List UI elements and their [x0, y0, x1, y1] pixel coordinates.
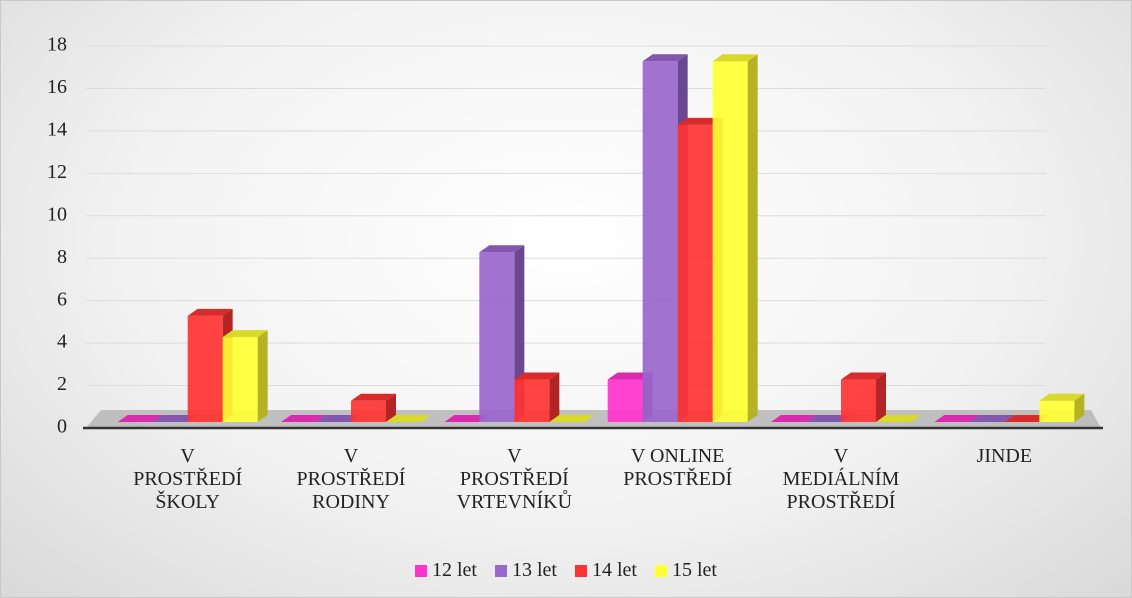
bar-side: [386, 393, 396, 422]
bar-top: [351, 393, 396, 401]
y-tick-label: 16: [47, 76, 67, 98]
y-tick-label: 14: [47, 118, 67, 140]
y-tick-label: 2: [57, 373, 67, 395]
bar-front: [841, 379, 876, 422]
y-tick-label: 10: [47, 203, 67, 225]
bar-top: [841, 372, 886, 380]
bar-front: [642, 61, 678, 422]
legend-label: 15 let: [672, 559, 717, 581]
bar-top: [607, 372, 653, 380]
bar-front: [187, 315, 223, 422]
bar-side: [257, 330, 268, 422]
bar-front: [1039, 400, 1075, 422]
bar-top: [316, 415, 361, 422]
legend-swatch: [415, 564, 427, 577]
bar-top: [677, 117, 723, 125]
bar-top: [281, 415, 326, 422]
legend-item: 14 let: [575, 559, 637, 582]
bar-top: [934, 415, 980, 422]
bar: [444, 415, 490, 422]
bar: [152, 415, 198, 422]
bar-top: [386, 415, 431, 422]
bar-top: [444, 415, 490, 422]
legend-swatch: [655, 564, 667, 577]
bar-top: [187, 308, 233, 316]
bar: [969, 415, 1015, 422]
bar-front: [607, 379, 643, 422]
bar: [841, 372, 886, 422]
bar: [1004, 415, 1050, 422]
legend-item: 15 let: [655, 559, 717, 582]
bar-top: [712, 54, 758, 62]
bar: [934, 415, 980, 422]
bar-top: [876, 415, 921, 422]
legend-item: 12 let: [415, 559, 477, 582]
bar-side: [549, 372, 560, 422]
bar: [712, 54, 758, 422]
bar: [549, 415, 595, 422]
bar: [1039, 393, 1085, 422]
bar-front: [351, 400, 386, 422]
y-tick-label: 12: [47, 161, 67, 183]
bar-top: [479, 245, 525, 253]
x-tick-label: V PROSTŘEDÍ VRTEVNÍKŮ: [456, 445, 573, 513]
bar-top: [549, 415, 595, 422]
bar: [771, 415, 816, 422]
bar: [876, 415, 921, 422]
bar-top: [117, 415, 163, 422]
bar-side: [747, 54, 758, 422]
y-tick-label: 8: [57, 246, 67, 268]
legend-item: 13 let: [495, 559, 557, 582]
bar: [386, 415, 431, 422]
y-tick-label: 6: [57, 288, 67, 310]
legend-label: 13 let: [512, 559, 557, 581]
x-tick-label: V PROSTŘEDÍ ŠKOLY: [133, 445, 243, 513]
x-tick-label: JINDE: [976, 445, 1033, 467]
bar: [351, 393, 396, 422]
x-tick-label: V ONLINE PROSTŘEDÍ: [623, 445, 733, 490]
bar-side: [876, 372, 886, 422]
bar-front: [479, 252, 515, 422]
x-tick-label: V MEDIÁLNÍM PROSTŘEDÍ: [782, 445, 900, 513]
bar: [514, 372, 560, 422]
bar: [117, 415, 163, 422]
legend-swatch: [575, 564, 587, 577]
bar: [222, 330, 268, 422]
bar: [281, 415, 326, 422]
bar-front: [222, 337, 258, 422]
bar-top: [514, 372, 560, 380]
legend: 12 let 13 let 14 let 15 let: [1, 559, 1131, 582]
x-tick-label: V PROSTŘEDÍ RODINY: [296, 445, 406, 513]
bar-top: [1004, 415, 1050, 422]
bar-front: [712, 61, 748, 422]
bar-top: [152, 415, 198, 422]
bar-front: [514, 379, 550, 422]
y-tick-label: 4: [57, 331, 67, 353]
bar-top: [806, 415, 851, 422]
legend-label: 12 let: [432, 559, 477, 581]
bar-top: [771, 415, 816, 422]
y-tick-label: 0: [57, 416, 67, 438]
legend-swatch: [495, 564, 507, 577]
legend-label: 14 let: [592, 559, 637, 581]
bar-top: [642, 54, 688, 62]
bar-front: [677, 124, 713, 422]
bar: [316, 415, 361, 422]
bar: [806, 415, 851, 422]
bar-side: [1074, 393, 1085, 422]
bar-top: [1039, 393, 1085, 401]
y-tick-label: 18: [47, 34, 67, 56]
bar-top: [222, 330, 268, 338]
bar-top: [969, 415, 1015, 422]
